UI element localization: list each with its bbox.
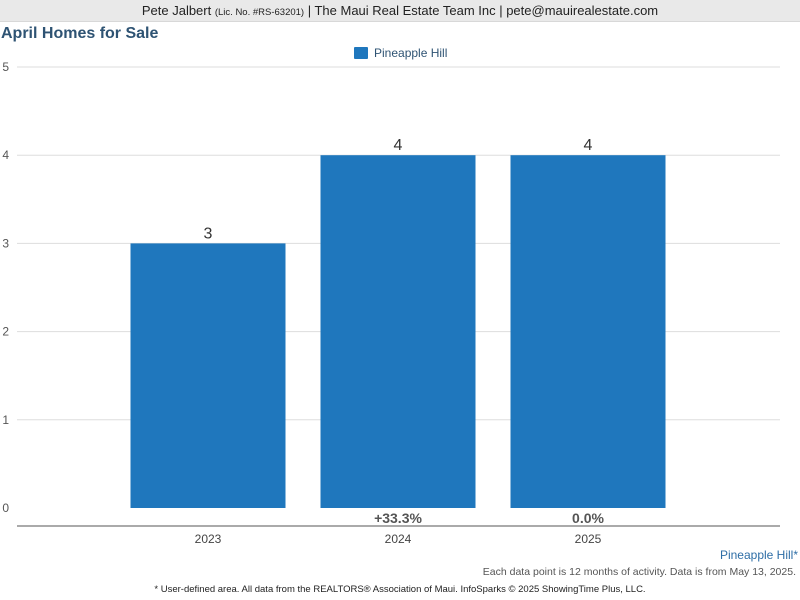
y-tick-label: 4 (2, 148, 9, 162)
x-tick-label: 2024 (385, 532, 412, 546)
y-tick-label: 3 (2, 236, 9, 250)
x-tick-label: 2023 (195, 532, 222, 546)
change-label: 0.0% (572, 510, 604, 526)
footer-area-name[interactable]: Pineapple Hill* (719, 548, 798, 562)
legend: Pineapple Hill (354, 46, 447, 60)
agent-name: Pete Jalbert (141, 3, 212, 18)
data-label: 3 (204, 225, 213, 242)
license-number: (Lic. No. #RS-63201) (214, 7, 305, 18)
footer-note: Each data point is 12 months of activity… (482, 566, 796, 578)
y-tick-label: 1 (2, 413, 9, 427)
legend-label: Pineapple Hill (374, 46, 448, 60)
x-tick-label: 2025 (575, 532, 602, 546)
header-bar: Pete Jalbert (Lic. No. #RS-63201) | The … (0, 0, 800, 22)
y-tick-label: 0 (2, 501, 9, 515)
legend-swatch (354, 47, 368, 59)
bar (510, 155, 666, 508)
chart-title: April Homes for Sale (1, 25, 159, 42)
y-tick-label: 2 (2, 325, 9, 339)
change-label: +33.3% (374, 510, 422, 526)
footer-source: * User-defined area. All data from the R… (154, 584, 646, 595)
data-label: 4 (584, 137, 593, 154)
agency-contact: | The Maui Real Estate Team Inc | pete@m… (307, 3, 659, 18)
bar (320, 155, 476, 508)
bar (130, 243, 286, 508)
data-label: 4 (394, 137, 403, 154)
y-tick-label: 5 (2, 60, 9, 74)
